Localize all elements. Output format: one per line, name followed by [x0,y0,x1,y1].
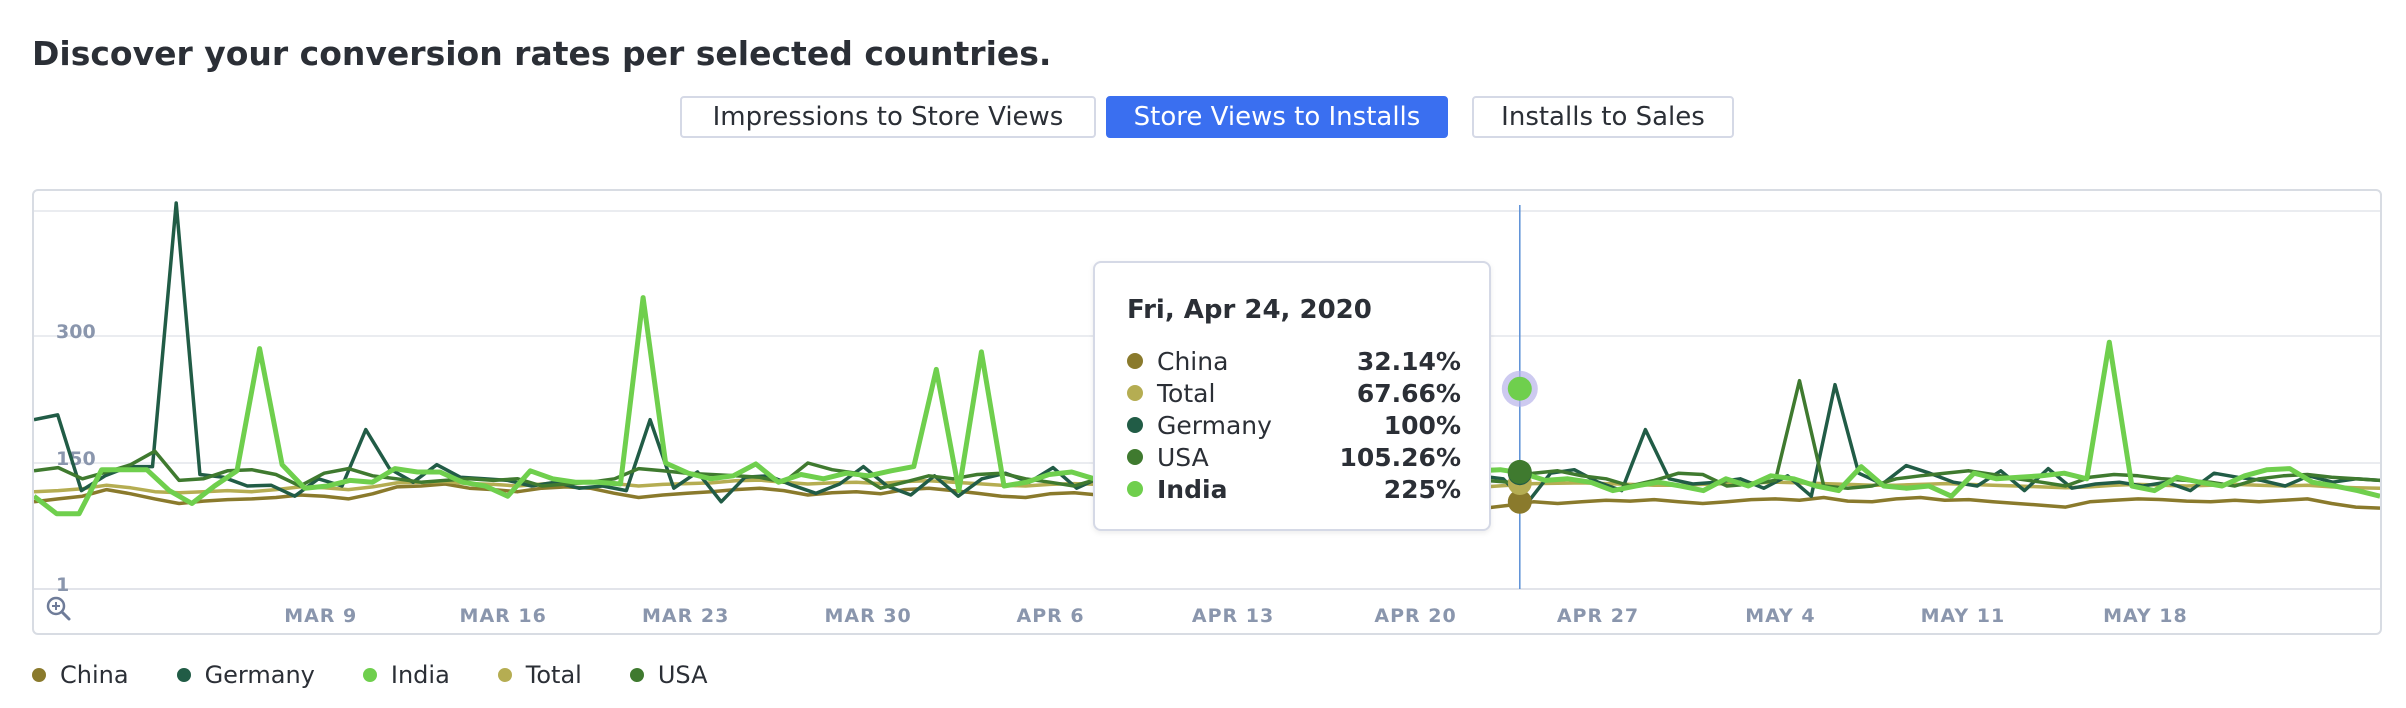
legend-label: USA [657,661,708,689]
series-dot [1127,481,1143,497]
hover-marker-india [1507,376,1532,401]
tooltip-series-value: 105.26% [1339,442,1461,472]
legend-item-china[interactable]: China [32,661,129,689]
tooltip-row: Germany 100% [1127,409,1461,441]
x-tick-label: APR 13 [1192,605,1274,627]
series-dot [1127,385,1143,401]
chart-legend: China Germany India Total USA [32,660,756,690]
legend-dot [629,668,644,682]
tooltip-series-value: 225% [1383,474,1461,504]
tooltip-row: China 32.14% [1127,345,1461,377]
legend-item-germany[interactable]: Germany [176,661,315,689]
legend-dot [176,668,191,682]
tooltip-series-name: Germany [1157,410,1272,440]
legend-dot [32,668,46,682]
x-tick-label: MAY 4 [1745,605,1815,627]
x-tick-label: MAR 16 [460,605,547,627]
legend-label: India [390,661,450,689]
zoom-icon[interactable] [46,596,71,621]
tooltip-series-name: USA [1157,442,1209,472]
series-dot [1127,417,1143,433]
tooltip-date: Fri, Apr 24, 2020 [1127,295,1372,325]
legend-label: China [60,661,129,689]
legend-dot [497,668,512,682]
page-title: Discover your conversion rates per selec… [32,34,1052,73]
tooltip-row: Total 67.66% [1127,377,1461,409]
tooltip-series-name: India [1157,474,1228,504]
tooltip-series-value: 67.66% [1356,378,1461,408]
tooltip-series-name: Total [1157,378,1216,408]
x-tick-label: MAR 23 [642,605,729,627]
tooltip-series-value: 32.14% [1356,346,1461,376]
x-tick-label: APR 20 [1374,605,1456,627]
legend-item-india[interactable]: India [362,661,450,689]
x-tick-label: MAY 11 [1921,605,2006,627]
y-tick-label: 1 [56,574,69,596]
x-axis-ticks: MAR 9 MAR 16 MAR 23 MAR 30 APR 6 APR 13 APR 20… [284,605,2188,627]
y-axis-ticks: 1 150 300 [56,321,96,596]
legend-item-usa[interactable]: USA [629,661,708,689]
legend-dot [362,668,377,682]
series-dot [1127,353,1143,369]
legend-label: Germany [204,661,315,689]
y-tick-label: 300 [56,321,96,343]
tab-installs-to-sales[interactable]: Installs to Sales [1472,96,1734,138]
series-dot [1127,449,1143,465]
x-tick-label: MAR 9 [284,605,357,627]
y-tick-label: 150 [56,448,96,470]
hover-tooltip: Fri, Apr 24, 2020 China 32.14% Total 67.… [1093,261,1491,531]
hover-markers [1501,370,1538,514]
x-tick-label: APR 6 [1017,605,1085,627]
hover-marker-usa [1507,459,1532,484]
hover-marker-china [1507,489,1532,514]
x-tick-label: MAR 30 [824,605,911,627]
tab-store-views-to-installs[interactable]: Store Views to Installs [1106,96,1448,138]
x-tick-label: MAY 18 [2103,605,2188,627]
tab-bar: Impressions to Store Views Store Views t… [0,96,2406,142]
x-tick-label: APR 27 [1557,605,1639,627]
legend-label: Total [525,661,582,689]
tooltip-row: India 225% [1127,473,1461,505]
tooltip-row: USA 105.26% [1127,441,1461,473]
legend-item-total[interactable]: Total [497,661,582,689]
tab-impressions-to-store-views[interactable]: Impressions to Store Views [680,96,1096,138]
tooltip-series-value: 100% [1383,410,1461,440]
tooltip-series-name: China [1157,346,1229,376]
